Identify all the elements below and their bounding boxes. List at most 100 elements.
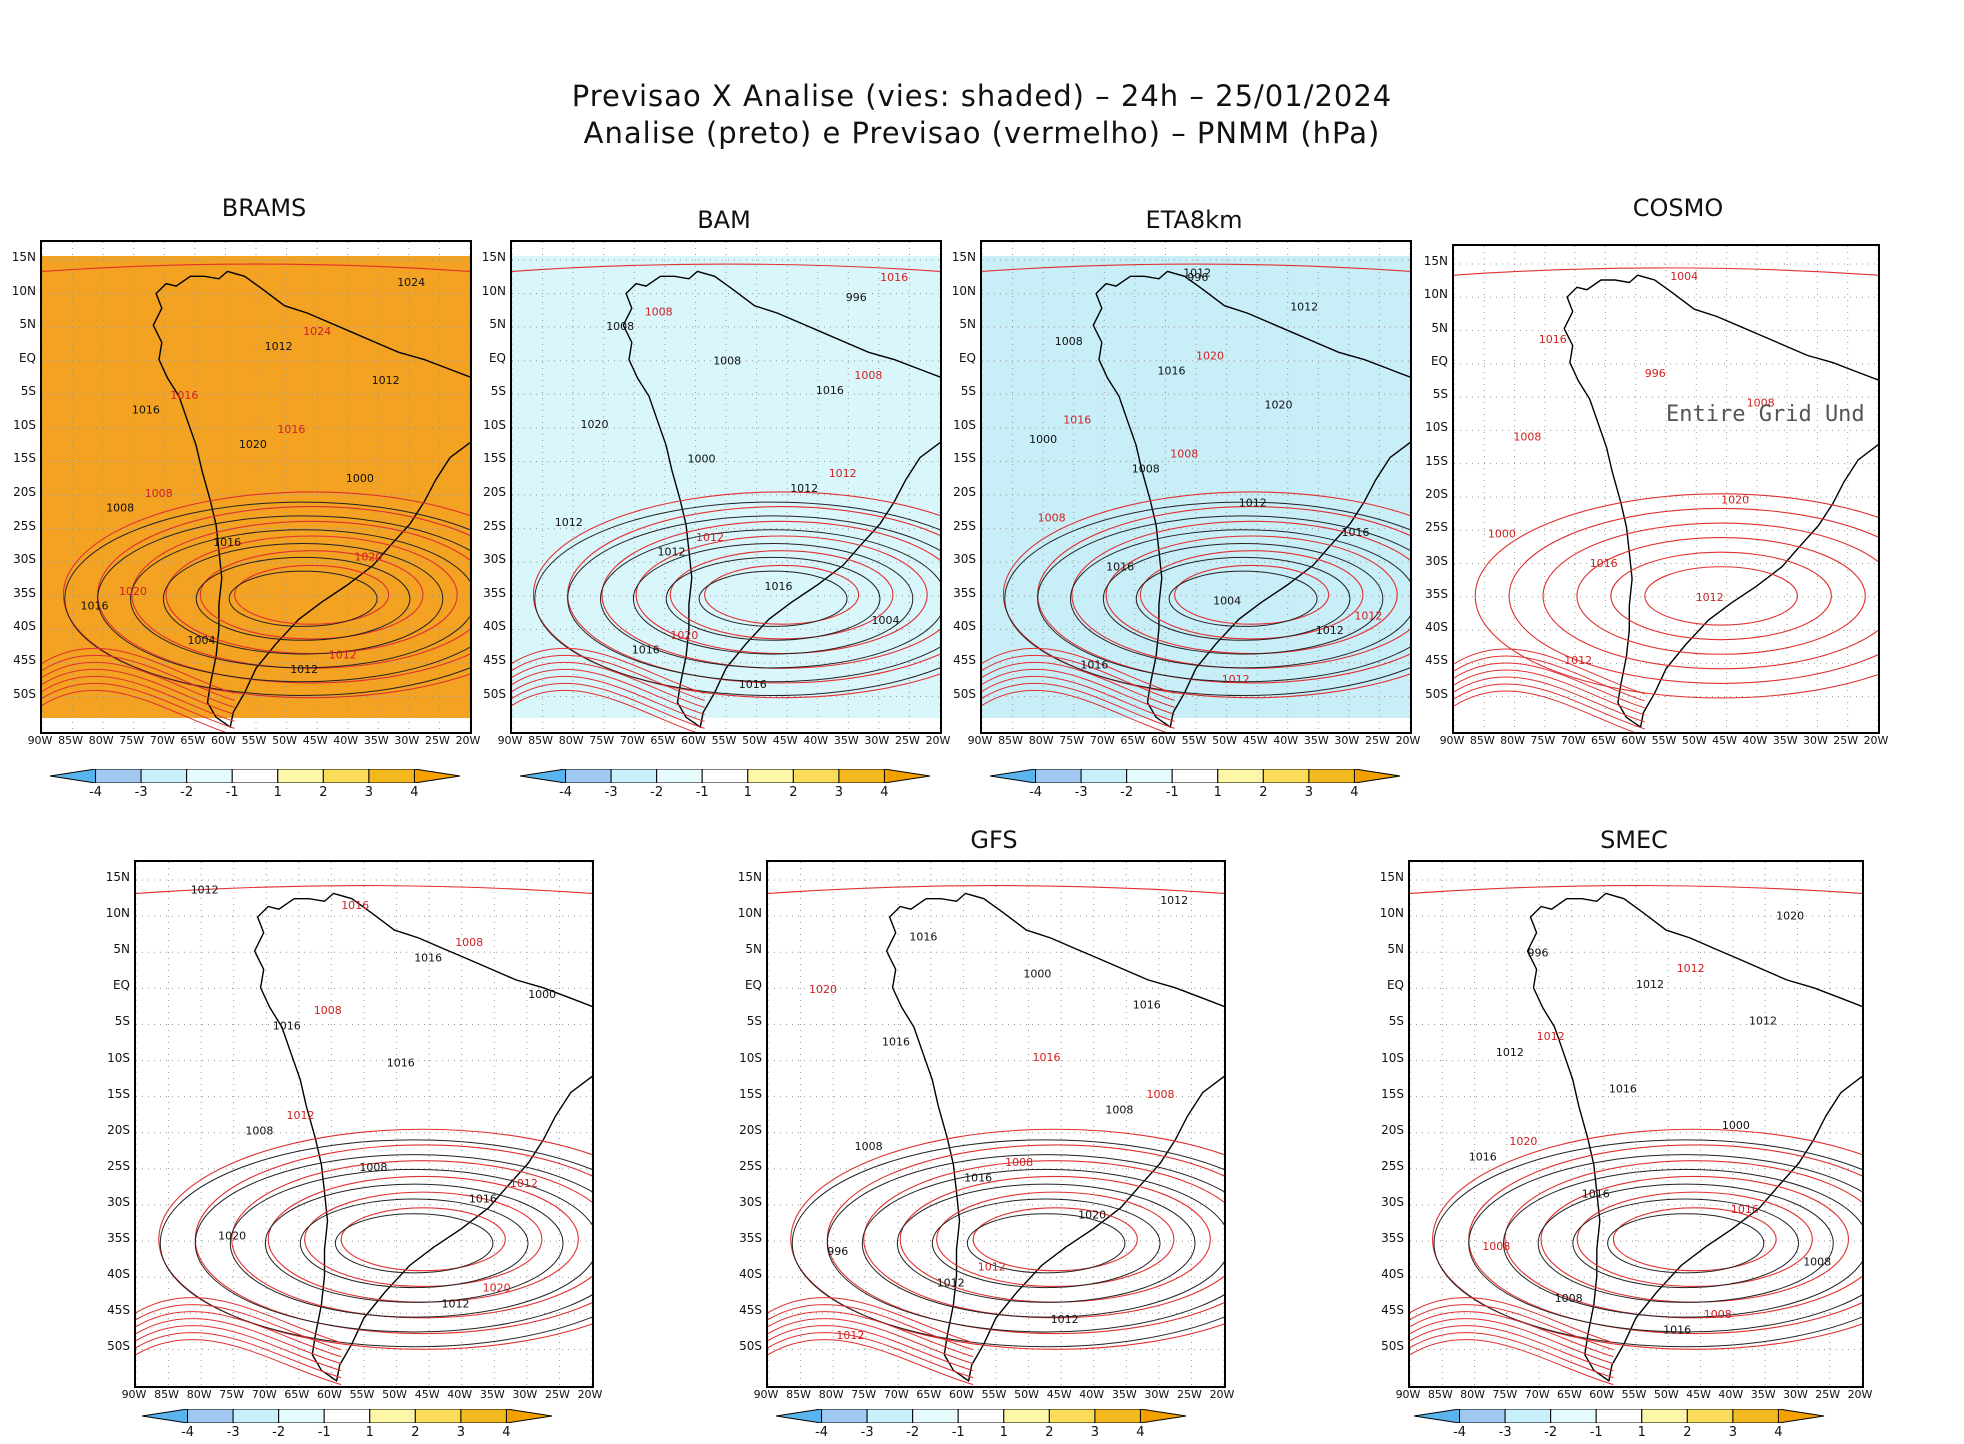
isobar-forecast xyxy=(1504,1160,1862,1319)
lat-tick-label: 15N xyxy=(737,870,762,884)
lon-tick-label: 80W xyxy=(558,734,584,747)
lat-tick-label: 30S xyxy=(739,1195,762,1210)
isobar-forecast xyxy=(340,1207,506,1272)
contour-label: 1020 xyxy=(1721,494,1749,507)
contour-label: 1012 xyxy=(1696,591,1724,604)
isobar-analysis xyxy=(194,1154,592,1333)
lon-tick-label: 50W xyxy=(1212,734,1237,747)
lon-tick-label: 80W xyxy=(1500,734,1525,747)
isobar-forecast xyxy=(863,1160,1224,1319)
lon-tick-label: 35W xyxy=(1772,734,1798,747)
lat-tick-label: 50S xyxy=(107,1339,130,1354)
colorbar-swatch xyxy=(49,768,97,784)
bias-shading xyxy=(512,256,940,718)
lon-tick-label: 20W xyxy=(1395,734,1421,747)
isobar-forecast xyxy=(768,1311,974,1358)
contour-label: 1016 xyxy=(1342,526,1370,539)
colorbar-swatch xyxy=(1353,768,1401,784)
colorbar-swatch xyxy=(140,768,188,784)
contour-label: 1008 xyxy=(1105,1104,1133,1117)
colorbar-label: -1 xyxy=(695,785,709,800)
lon-tick-label: 60W xyxy=(1150,734,1176,747)
lat-tick-label: 5S xyxy=(490,384,506,399)
contour-label: 1016 xyxy=(1609,1083,1637,1096)
colorbar-swatch xyxy=(1777,1408,1825,1424)
lon-tick-label: 20W xyxy=(1209,1388,1235,1401)
lat-tick-label: 20S xyxy=(483,485,506,500)
lon-tick-label: 50W xyxy=(742,734,767,747)
lon-tick-label: 55W xyxy=(1651,734,1677,747)
colorbar-swatch xyxy=(838,768,885,784)
coastline xyxy=(622,270,940,729)
lon-tick-label: 30W xyxy=(1802,734,1828,747)
contour-label: 1008 xyxy=(713,355,741,368)
lat-tick-label: 35S xyxy=(1425,586,1448,601)
figure-title-line2: Analise (preto) e Previsao (vermelho) – … xyxy=(583,116,1381,150)
lat-tick-label: 15S xyxy=(739,1086,762,1101)
lat-tick-label: 45S xyxy=(739,1303,762,1318)
lat-tick-label: EQ xyxy=(958,350,976,365)
colorbar-swatch xyxy=(565,768,612,784)
contour-label: 1008 xyxy=(1147,1088,1175,1101)
contour-label: 1008 xyxy=(1055,335,1083,348)
lat-tick-label: 5S xyxy=(1388,1014,1404,1029)
lat-tick-label: 10N xyxy=(1423,287,1448,302)
colorbar-label: -3 xyxy=(226,1425,240,1440)
colorbar-label: 2 xyxy=(319,785,328,800)
colorbar-label: -2 xyxy=(1544,1425,1558,1440)
isobar-analysis xyxy=(698,570,848,627)
colorbar-swatch xyxy=(1139,1408,1187,1424)
contour-label: 1016 xyxy=(1033,1051,1061,1064)
contour-label: 1012 xyxy=(442,1297,470,1310)
lat-tick-label: 45S xyxy=(107,1303,130,1318)
lat-tick-label: 5N xyxy=(1387,942,1404,957)
contour-label: 1000 xyxy=(1488,528,1516,541)
isobar-analysis xyxy=(159,1139,592,1348)
lat-tick-label: 10N xyxy=(481,283,506,298)
lon-tick-label: 35W xyxy=(833,734,859,747)
isobar-forecast xyxy=(1139,550,1364,640)
colorbar-label: 2 xyxy=(1045,1425,1054,1440)
contour-label: 1016 xyxy=(880,271,908,284)
contour-label: 1016 xyxy=(1063,413,1091,426)
isobar-forecast xyxy=(42,647,235,694)
contour-label: 1012 xyxy=(287,1109,315,1122)
isobar-analysis xyxy=(1168,570,1318,627)
map-canvas: 1012 1016 1016 1012 1008 1016 1020 1016 1012 1008… xyxy=(768,862,1224,1386)
lon-tick-label: 45W xyxy=(1712,734,1737,747)
contour-label: 1008 xyxy=(1555,1292,1583,1305)
panel-title-bam: BAM xyxy=(697,206,751,234)
colorbar: -4 -3 -2 -1 1 2 3 4 xyxy=(519,768,950,804)
lon-tick-label: 75W xyxy=(1492,1388,1518,1401)
lon-tick-label: 40W xyxy=(803,734,829,747)
contour-label: 1016 xyxy=(882,1035,910,1048)
lon-tick-label: 25W xyxy=(894,734,920,747)
lon-tick-label: 35W xyxy=(1111,1388,1137,1401)
isobar-analysis xyxy=(896,1183,1196,1303)
isobar-forecast xyxy=(982,263,1410,272)
isobar-forecast xyxy=(1576,537,1866,655)
isobar-forecast xyxy=(1508,507,1878,684)
contour-label: 1004 xyxy=(872,614,900,627)
isobar-forecast xyxy=(512,654,705,701)
lat-tick-label: 50S xyxy=(1425,686,1448,701)
contour-label: 996 xyxy=(1187,271,1208,284)
lon-tick-label: 70W xyxy=(1089,734,1115,747)
contour-label: 1016 xyxy=(909,931,937,944)
contour-label: 1008 xyxy=(106,502,134,515)
isobar-forecast xyxy=(136,885,592,894)
lat-tick-label: 20S xyxy=(1381,1122,1404,1137)
colorbar-swatch xyxy=(505,1408,553,1424)
lon-tick-label: 65W xyxy=(1590,734,1616,747)
colorbar-swatch xyxy=(656,768,703,784)
lat-tick-label: 10N xyxy=(11,283,36,298)
lat-tick-label: 5N xyxy=(113,942,130,957)
lat-tick-label: 25S xyxy=(483,518,506,533)
lon-tick-label: 30W xyxy=(1782,1388,1808,1401)
isobar-analysis xyxy=(632,543,914,655)
isobar-forecast xyxy=(512,647,705,694)
colorbar-label: -3 xyxy=(1498,1425,1512,1440)
colorbar-label: -2 xyxy=(272,1425,286,1440)
lon-tick-label: 50W xyxy=(1681,734,1707,747)
contour-label: 1012 xyxy=(191,883,219,896)
